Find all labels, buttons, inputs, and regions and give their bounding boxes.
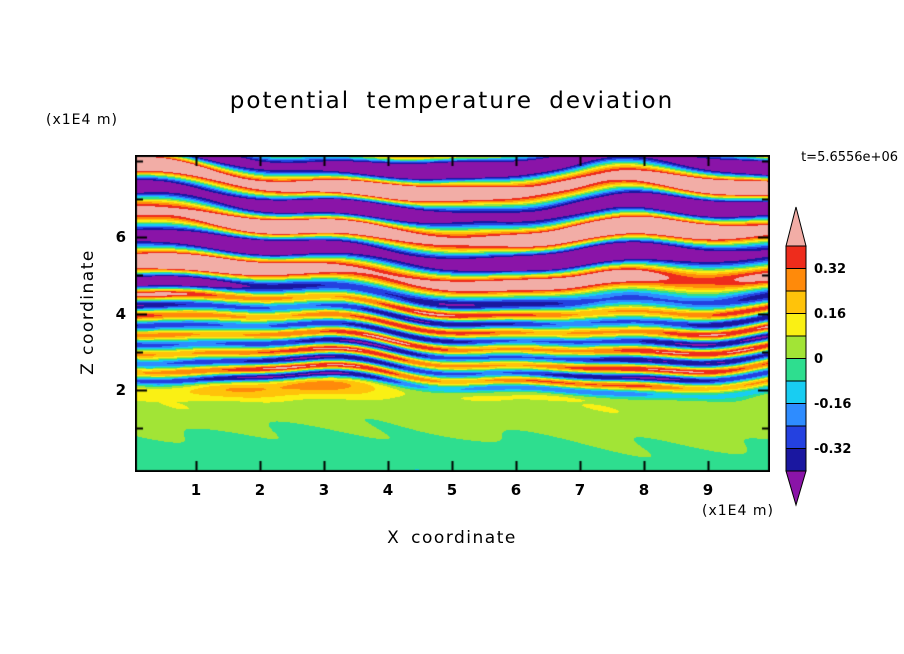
x-tick-label: 7 [574, 481, 586, 499]
colorbar-tick-label: -0.32 [814, 442, 851, 457]
colorbar-band [785, 268, 807, 292]
colorbar-band [785, 290, 807, 314]
x-axis-title: X coordinate [387, 528, 517, 548]
z-tick-label: 4 [115, 304, 126, 323]
colorbar-tick-label: -0.16 [814, 397, 851, 412]
time-label: t=5.6556e+06 [801, 150, 898, 165]
x-tick-label: 3 [318, 481, 330, 499]
colorbar-band [785, 380, 807, 404]
x-tick-label: 6 [510, 481, 522, 499]
colorbar-band [785, 313, 807, 337]
colorbar: 0.32 0.16 0 -0.16 -0.32 [785, 206, 851, 507]
z-tick-label: 2 [115, 381, 126, 399]
colorbar-band [785, 425, 807, 449]
colorbar-band [785, 358, 807, 382]
colorbar-arrow-bottom [785, 470, 807, 507]
x-tick-label: 8 [638, 481, 650, 499]
contour-field-canvas [135, 155, 770, 472]
colorbar-tick-label: 0.32 [814, 262, 846, 277]
colorbar-band [785, 448, 807, 472]
colorbar-band [785, 403, 807, 427]
z-axis-title: Z coordinate [78, 249, 98, 375]
x-tick-label: 4 [382, 481, 394, 499]
x-tick-label: 2 [254, 481, 266, 499]
z-axis-units: (x1E4 m) [46, 112, 118, 128]
colorbar-arrow-top [785, 206, 807, 247]
colorbar-band [785, 335, 807, 359]
x-tick-label: 1 [190, 481, 202, 499]
x-tick-label: 9 [702, 481, 714, 499]
chart-title: potential temperature deviation [229, 88, 675, 114]
x-axis-units: (x1E4 m) [702, 503, 774, 519]
x-tick-label: 5 [446, 481, 458, 499]
colorbar-tick-label: 0 [814, 352, 823, 367]
z-tick-label: 6 [115, 228, 126, 246]
colorbar-band [785, 245, 807, 269]
colorbar-tick-label: 0.16 [814, 307, 846, 322]
